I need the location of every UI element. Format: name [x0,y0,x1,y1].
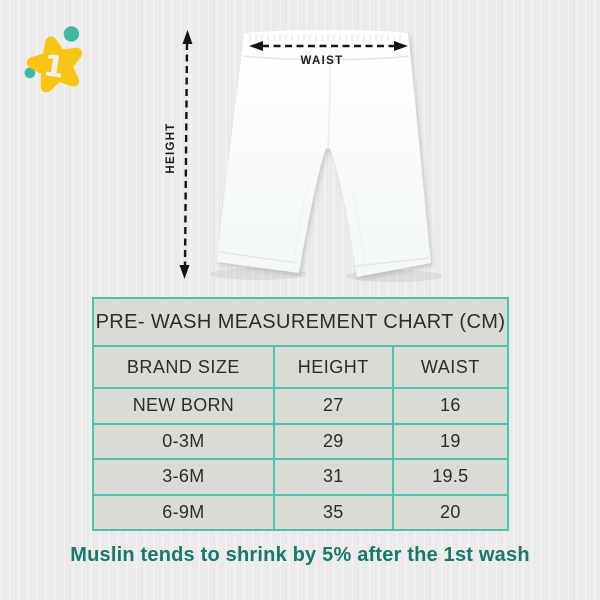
cell-waist-3-6m: 19.5 [393,460,507,494]
waistband-seam [242,55,410,61]
waistband-ruffles [249,34,401,41]
table-title: PRE- WASH MEASUREMENT CHART (CM) [94,299,507,345]
cell-waist-newborn: 16 [393,389,507,423]
height-arrow [179,30,193,279]
arrowhead-down-icon [179,265,190,279]
cell-waist-0-3m: 19 [393,424,507,458]
left-hem [218,251,298,264]
pants-measurement-diagram: WAIST HEIGHT [165,30,442,282]
shrink-footnote: Muslin tends to shrink by 5% after the 1… [70,544,530,566]
cell-size-newborn: NEW BORN [94,389,273,423]
column-header-waist: WAIST [393,347,507,387]
cell-height-newborn: 27 [274,389,392,423]
pants-outline [217,30,431,277]
pants-graphic [217,30,431,277]
cell-size-0-3m: 0-3M [94,424,273,458]
waist-label: WAIST [301,55,344,67]
waist-arrow [249,41,408,51]
cell-height-3-6m: 31 [274,460,392,494]
logo-dot-large [63,26,80,42]
cell-size-3-6m: 3-6M [94,460,273,494]
measurement-table: PRE- WASH MEASUREMENT CHART (CM) BRAND S… [92,297,509,531]
height-label: HEIGHT [165,122,177,173]
arrowhead-up-icon [182,30,193,44]
column-header-height: HEIGHT [274,347,392,387]
center-crease [327,61,331,150]
leg-crease [293,179,311,265]
cell-waist-6-9m: 20 [393,495,507,529]
arrowhead-left-icon [249,41,263,51]
cell-height-6-9m: 35 [274,495,392,529]
cell-size-6-9m: 6-9M [94,495,273,529]
arrowhead-right-icon [394,41,408,51]
leg-shadow [210,268,306,280]
right-hem [355,257,430,267]
logo-dot-small [24,67,36,79]
table-grid: BRAND SIZE HEIGHT WAIST NEW BORN 27 16 0… [94,347,507,529]
star-icon [26,36,83,93]
cell-height-0-3m: 29 [274,424,392,458]
column-header-brand-size: BRAND SIZE [94,347,273,387]
leg-crease [351,187,365,263]
brand-star-logo: 1 [24,26,83,93]
